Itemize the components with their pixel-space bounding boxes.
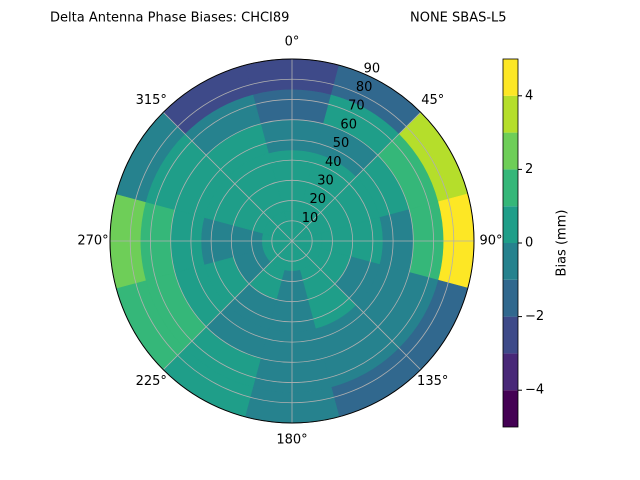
colorbar-tick-label: 0	[525, 236, 533, 251]
theta-tick-label: 270°	[77, 234, 108, 249]
theta-tick-label: 90°	[479, 234, 502, 249]
grid-spoke	[163, 112, 293, 242]
theta-tick-label: 0°	[285, 35, 300, 50]
r-tick-label: 90	[364, 61, 381, 76]
colorbar-band	[503, 169, 518, 207]
r-tick-label: 20	[309, 192, 326, 207]
colorbar-band	[503, 390, 518, 427]
grid-spoke	[291, 112, 421, 242]
theta-tick-label: 315°	[136, 93, 167, 108]
r-tick-label: 70	[348, 99, 365, 114]
r-tick-label: 60	[340, 117, 357, 132]
theta-tick-label: 180°	[276, 433, 307, 448]
colorbar-band	[503, 279, 518, 317]
grid-spoke	[291, 240, 421, 370]
r-tick-label: 50	[333, 136, 350, 151]
chart-title: Delta Antenna Phase Biases: CHCI89	[50, 11, 289, 26]
r-tick-label: 10	[302, 211, 319, 226]
r-tick-label: 40	[325, 155, 342, 170]
colorbar-band	[503, 59, 518, 96]
colorbar-tick-label: 4	[525, 88, 533, 103]
colorbar-label: Bias (mm)	[555, 210, 570, 277]
colorbar-band	[503, 243, 518, 280]
colorbar-band	[503, 353, 518, 391]
colorbar-tick-label: −2	[525, 309, 544, 324]
colorbar-band	[503, 132, 518, 170]
colorbar-tick-label: 2	[525, 162, 533, 177]
colorbar-band	[503, 95, 518, 133]
theta-tick-label: 45°	[421, 93, 444, 108]
colorbar-tick-label: −4	[525, 383, 544, 398]
colorbar-band	[503, 206, 518, 243]
theta-tick-label: 135°	[417, 374, 448, 389]
colorbar-band	[503, 316, 518, 354]
r-tick-label: 80	[356, 80, 373, 95]
chart-subtitle: NONE SBAS-L5	[410, 11, 507, 26]
r-tick-label: 30	[317, 173, 334, 188]
grid-spoke	[163, 240, 293, 370]
theta-tick-label: 225°	[136, 374, 167, 389]
polar-frame	[109, 58, 475, 424]
